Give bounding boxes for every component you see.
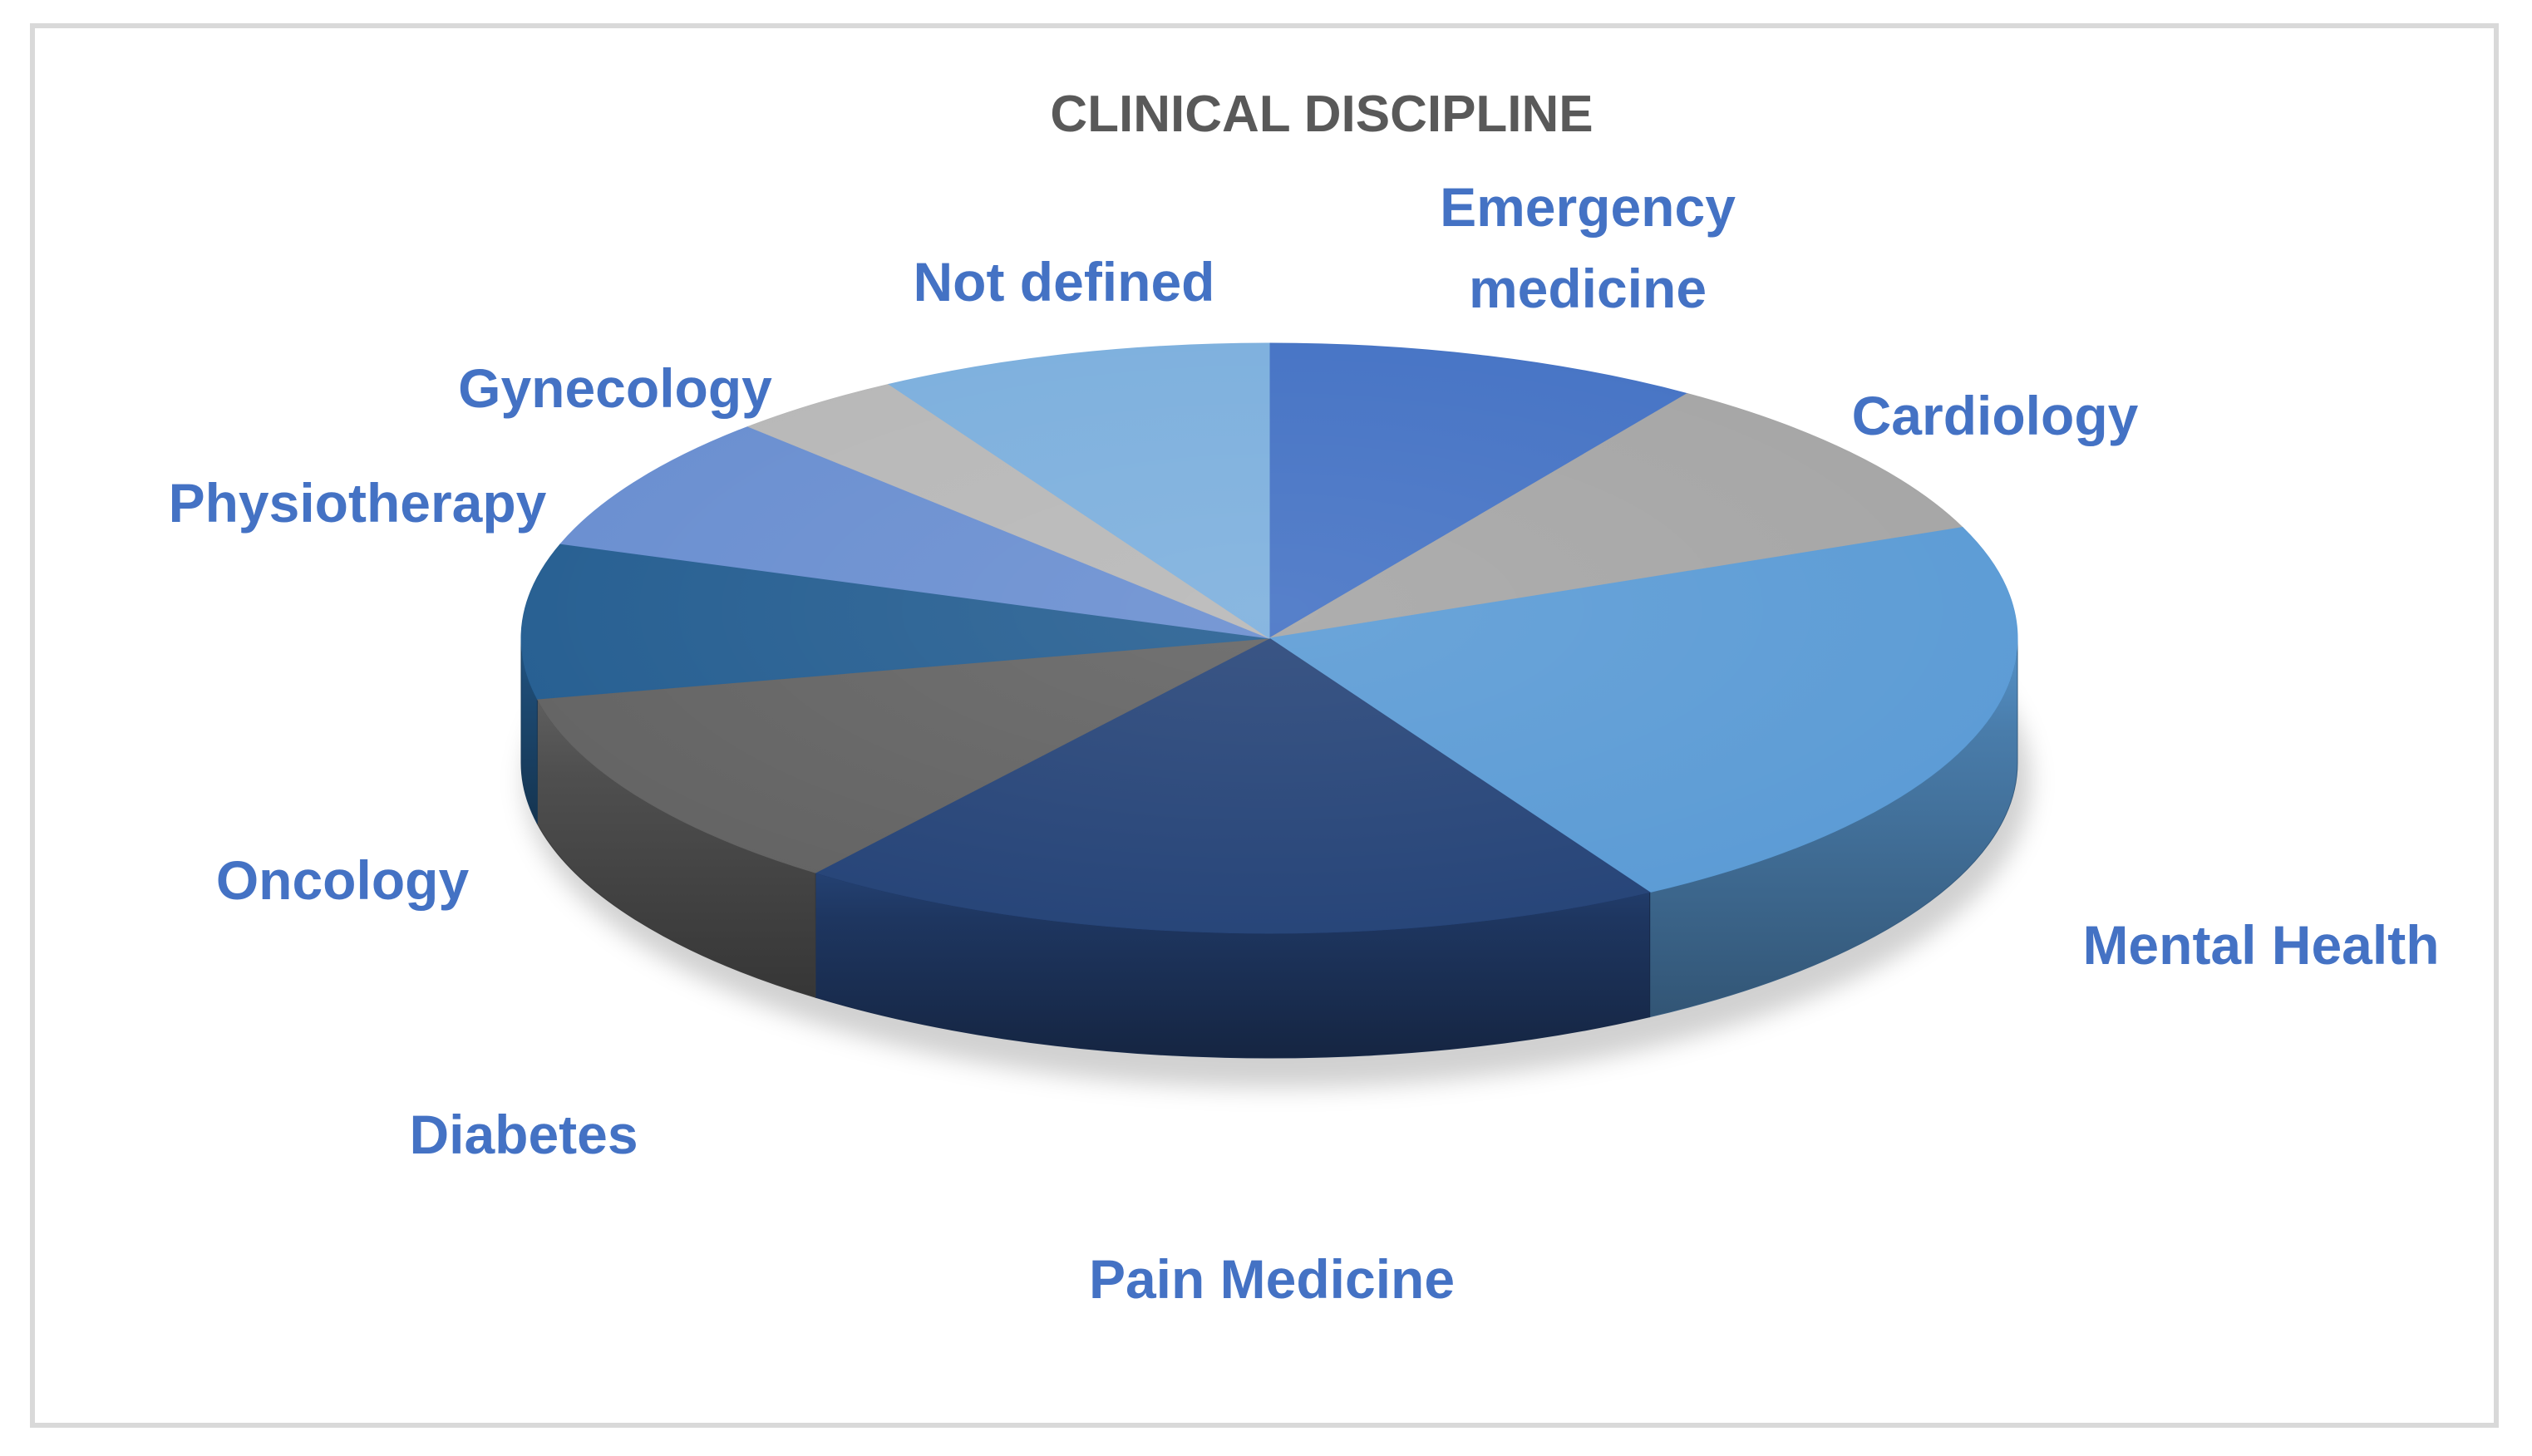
pie-label-mental-health: Mental Health	[2082, 914, 2439, 976]
pie-sides	[520, 637, 2018, 1059]
pie-labels: Emergency medicine Cardiology Mental Health…	[169, 176, 2440, 1310]
pie-top	[520, 342, 2018, 934]
pie-label-physiotherapy: Physiotherapy	[169, 472, 547, 534]
pie-label-cardiology: Cardiology	[1852, 385, 2139, 446]
pie-label-oncology: Oncology	[216, 849, 470, 911]
pie-label-not-defined: Not defined	[914, 251, 1215, 312]
pie-label-diabetes: Diabetes	[409, 1104, 638, 1165]
pie-top-sheen	[521, 343, 2017, 933]
chart-title: CLINICAL DISCIPLINE	[1050, 86, 1593, 143]
pie-label-emergency-medicine: Emergency medicine	[1440, 176, 1736, 319]
pie-label-gynecology: Gynecology	[458, 357, 772, 419]
pie-label-pain-medicine: Pain Medicine	[1089, 1248, 1455, 1310]
